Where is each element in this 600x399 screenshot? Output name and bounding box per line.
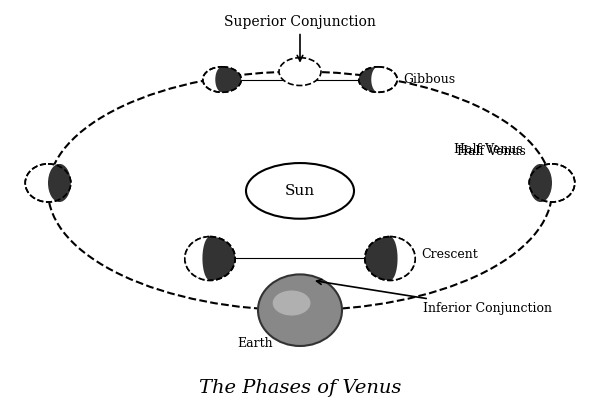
Polygon shape — [185, 237, 210, 280]
Polygon shape — [215, 67, 241, 92]
Ellipse shape — [529, 164, 575, 202]
Text: Crescent: Crescent — [421, 248, 478, 261]
Ellipse shape — [203, 67, 241, 92]
Ellipse shape — [258, 275, 342, 346]
Polygon shape — [390, 237, 415, 280]
Polygon shape — [359, 67, 379, 92]
Ellipse shape — [279, 58, 321, 85]
Ellipse shape — [359, 67, 397, 92]
Ellipse shape — [246, 163, 354, 219]
Text: Earth: Earth — [238, 338, 273, 350]
Ellipse shape — [529, 164, 552, 202]
Text: Gibbous: Gibbous — [403, 73, 455, 86]
Text: Inferior Conjunction: Inferior Conjunction — [317, 279, 552, 315]
Text: Half Venus: Half Venus — [457, 145, 526, 158]
Text: Half Venus: Half Venus — [454, 143, 523, 156]
Ellipse shape — [272, 290, 311, 316]
Text: Superior Conjunction: Superior Conjunction — [224, 15, 376, 61]
Ellipse shape — [25, 164, 71, 202]
Ellipse shape — [365, 237, 415, 280]
Ellipse shape — [48, 164, 71, 202]
Ellipse shape — [185, 237, 235, 280]
Text: Sun: Sun — [285, 184, 315, 198]
Text: The Phases of Venus: The Phases of Venus — [199, 379, 401, 397]
